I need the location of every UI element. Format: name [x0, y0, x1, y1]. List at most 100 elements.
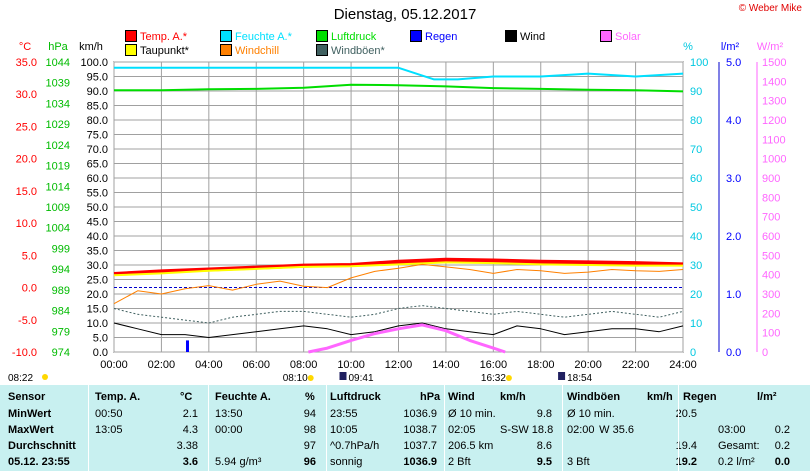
table-separator	[444, 385, 445, 471]
table-header: km/h	[500, 391, 526, 403]
table-cell: W 35.6	[599, 424, 634, 436]
wind-tick-label: 30.0	[87, 260, 108, 272]
humidity-tick-label: 90	[690, 86, 702, 98]
statistics-table: Sensor Temp. A. °C Feuchte A.% Luftdruck hPa W…	[0, 385, 810, 471]
wind-tick-label: 85.0	[87, 101, 108, 113]
table-header: Sensor	[8, 391, 46, 403]
table-header: Wind	[448, 391, 475, 403]
legend-label: Taupunkt*	[140, 45, 189, 57]
temp-tick-label: 10.0	[16, 218, 37, 230]
wind-tick-label: 15.0	[87, 304, 108, 316]
table-cell: 10:05	[330, 424, 358, 436]
legend-swatch	[410, 30, 422, 42]
temp-tick-label: 35.0	[16, 57, 37, 69]
wind-tick-label: 100.0	[80, 57, 108, 69]
legend-label: Windböen*	[331, 45, 385, 57]
pressure-tick-label: 979	[52, 326, 70, 338]
solar-tick-label: 900	[762, 173, 780, 185]
table-cell: 4.3	[182, 424, 198, 436]
moon-icon	[339, 372, 347, 380]
table-cell: Ø 10 min.	[448, 408, 496, 420]
solar-tick-label: 200	[762, 308, 780, 320]
table-cell: 9.5	[536, 456, 552, 468]
wind-tick-label: 95.0	[87, 72, 108, 84]
pressure-tick-label: 1014	[46, 181, 70, 193]
temp-unit-label: °C	[19, 41, 31, 53]
table-cell: 1037.7	[403, 440, 437, 452]
humidity-tick-label: 70	[690, 144, 702, 156]
table-cell: 2.1	[182, 408, 198, 420]
sun-icon	[505, 375, 512, 381]
table-cell: 13:05	[95, 424, 123, 436]
pressure-tick-label: 994	[52, 264, 70, 276]
chart-title: Dienstag, 05.12.2017	[333, 6, 477, 23]
temp-tick-label: 5.0	[22, 250, 37, 262]
rain-tick-label: 0.0	[726, 347, 741, 359]
legend-entry: Taupunkt*	[125, 44, 189, 57]
humidity-tick-label: 30	[690, 260, 702, 272]
humidity-tick-label: 0	[690, 347, 696, 359]
series-line	[113, 322, 684, 338]
time-tick-label: 10:00	[337, 359, 365, 371]
wind-tick-label: 0.0	[93, 347, 108, 359]
temp-tick-label: 30.0	[16, 89, 37, 101]
table-cell: 19.4	[675, 440, 697, 452]
table-separator	[326, 385, 327, 471]
legend-swatch	[316, 30, 328, 42]
moon-icon	[558, 372, 566, 380]
table-cell: 03:00	[718, 424, 746, 436]
series-line	[113, 257, 684, 276]
rain-bar	[185, 340, 189, 352]
pressure-tick-label: 1034	[46, 98, 70, 110]
wind-tick-label: 55.0	[87, 188, 108, 200]
wind-tick-label: 60.0	[87, 173, 108, 185]
legend-swatch	[220, 44, 232, 56]
series-line	[113, 261, 683, 277]
time-tick-label: 06:00	[242, 359, 270, 371]
table-cell: 02:00	[567, 424, 595, 436]
pressure-tick-label: 1004	[46, 223, 70, 235]
table-cell: 1036.9	[403, 456, 437, 468]
pressure-unit-label: hPa	[48, 41, 68, 53]
humidity-unit-label: %	[683, 41, 693, 53]
table-cell: 19.2	[675, 456, 697, 468]
sunrise-time: 08:10	[283, 373, 308, 384]
pressure-tick-label: 999	[52, 243, 70, 255]
table-cell: 13:50	[215, 408, 243, 420]
wind-tick-label: 20.0	[87, 289, 108, 301]
wind-tick-label: 75.0	[87, 130, 108, 142]
table-header: Regen	[683, 391, 717, 403]
wind-unit-label: km/h	[79, 41, 103, 53]
wind-tick-label: 35.0	[87, 246, 108, 258]
table-separator	[208, 385, 209, 471]
legend-label: Wind	[520, 31, 546, 43]
table-cell: 00:00	[215, 424, 243, 436]
table-cell: Gesamt:	[718, 440, 760, 452]
table-cell: 98	[303, 424, 316, 436]
temp-tick-label: 25.0	[16, 121, 37, 133]
wind-tick-label: 50.0	[87, 202, 108, 214]
table-cell: 0.2 l/m²	[718, 456, 755, 468]
table-cell: 20.5	[675, 408, 697, 420]
table-cell: 9.8	[536, 408, 552, 420]
rain-tick-label: 5.0	[726, 57, 741, 69]
solar-tick-label: 1500	[762, 57, 786, 69]
time-tick-label: 02:00	[148, 359, 176, 371]
series-line	[113, 263, 684, 305]
pressure-tick-label: 1019	[46, 161, 70, 173]
time-tick-label: 00:00	[100, 359, 128, 371]
legend-entry: Wind	[505, 30, 545, 43]
solar-tick-label: 700	[762, 212, 780, 224]
table-cell: sonnig	[330, 456, 363, 468]
table-separator	[562, 385, 563, 471]
time-tick-label: 12:00	[385, 359, 413, 371]
pressure-tick-label: 974	[52, 347, 70, 359]
wind-tick-label: 10.0	[87, 318, 108, 330]
solar-tick-label: 1100	[762, 134, 786, 146]
series-line	[113, 305, 684, 324]
sun-icon	[307, 375, 314, 381]
table-cell: 5.94 g/m³	[215, 456, 262, 468]
rain-unit-label: l/m²	[721, 41, 740, 53]
sunset-time: 16:32	[481, 373, 506, 384]
humidity-tick-label: 100	[690, 57, 708, 69]
